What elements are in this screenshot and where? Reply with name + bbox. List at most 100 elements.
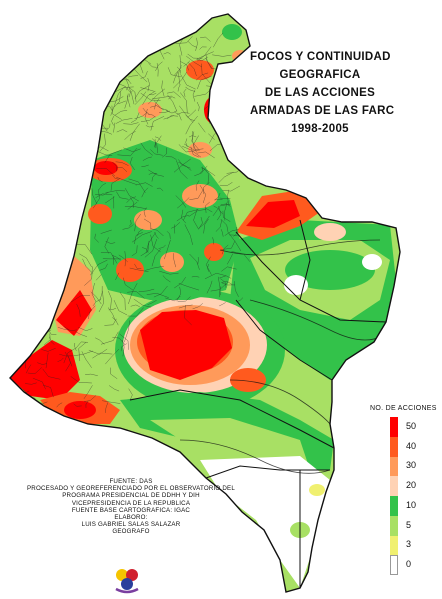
- municipal-boundary-segment: [115, 118, 133, 124]
- municipal-boundary-segment: [176, 215, 189, 222]
- municipal-boundary-segment: [130, 304, 140, 307]
- municipal-boundary-segment: [121, 35, 134, 51]
- municipal-boundary-segment: [219, 197, 231, 199]
- municipal-boundary-segment: [222, 210, 231, 222]
- municipal-boundary-segment: [119, 333, 129, 350]
- municipal-boundary-segment: [221, 280, 233, 285]
- municipal-boundary-segment: [186, 55, 202, 68]
- municipal-boundary-segment: [127, 95, 131, 108]
- municipal-boundary-segment: [173, 253, 176, 268]
- municipal-boundary-segment: [105, 196, 115, 204]
- zone-east-white-2: [362, 254, 382, 270]
- municipal-boundary-segment: [102, 400, 121, 404]
- river-line: [179, 439, 331, 474]
- border-guaviare: [235, 299, 333, 381]
- legend-swatch: [390, 456, 398, 477]
- municipal-boundary-segment: [113, 300, 128, 316]
- municipal-boundary-segment: [124, 320, 131, 343]
- municipal-boundary-segment: [29, 333, 35, 341]
- municipal-boundary-segment: [196, 101, 200, 112]
- municipal-boundary-segment: [117, 52, 122, 62]
- municipal-boundary-segment: [126, 47, 139, 54]
- legend-label: 10: [406, 499, 417, 510]
- municipal-boundary-segment: [27, 296, 42, 309]
- municipal-boundary-segment: [144, 108, 149, 125]
- municipal-boundary-segment: [108, 307, 117, 311]
- municipal-boundary-segment: [187, 61, 197, 77]
- municipal-boundary-segment: [152, 95, 172, 99]
- municipal-boundary-segment: [57, 357, 64, 362]
- municipal-boundary-segment: [99, 133, 106, 152]
- municipal-boundary-segment: [111, 254, 121, 261]
- municipal-boundary-segment: [196, 56, 208, 61]
- municipal-boundary-segment: [32, 378, 46, 390]
- municipal-boundary-segment: [82, 258, 94, 274]
- municipal-boundary-segment: [195, 72, 209, 81]
- municipal-boundary-segment: [78, 341, 87, 361]
- municipal-boundary-segment: [116, 191, 129, 200]
- credit-line: ELABORO:: [114, 514, 148, 522]
- municipal-boundary-segment: [141, 187, 149, 198]
- municipal-boundary-segment: [111, 116, 114, 126]
- title-line: 1998-2005: [291, 123, 349, 135]
- municipal-boundary-segment: [178, 304, 193, 309]
- municipal-boundary-segment: [219, 302, 226, 307]
- municipal-boundary-segment: [150, 105, 164, 111]
- municipal-boundary-segment: [115, 272, 120, 280]
- municipal-boundary-segment: [154, 139, 156, 148]
- municipal-boundary-segment: [127, 201, 138, 210]
- municipal-boundary-segment: [85, 400, 89, 408]
- municipal-boundary-segment: [195, 180, 200, 191]
- municipal-boundary-segment: [206, 280, 213, 294]
- municipal-boundary-segment: [212, 54, 232, 57]
- municipal-boundary-segment: [125, 188, 139, 202]
- municipal-boundary-segment: [100, 252, 118, 264]
- legend-color-bar: [390, 417, 398, 575]
- legend-label: 50: [406, 420, 417, 431]
- zone-tolima-orange: [116, 258, 144, 282]
- municipal-boundary-segment: [155, 61, 163, 71]
- municipal-boundary-segment: [25, 402, 42, 414]
- zone-antioquia-red: [94, 161, 118, 175]
- municipal-boundary-segment: [205, 256, 212, 275]
- legend-swatch: [390, 417, 398, 437]
- municipal-boundary-segment: [134, 85, 150, 99]
- municipal-boundary-segment: [25, 382, 37, 385]
- municipal-boundary-segment: [220, 278, 227, 288]
- municipal-boundary-segment: [195, 37, 198, 51]
- municipal-boundary-segment: [131, 231, 152, 243]
- municipal-boundary-segment: [104, 237, 110, 254]
- municipal-boundary-segment: [226, 123, 234, 133]
- municipal-boundary-segment: [203, 182, 210, 195]
- municipal-boundary-segment: [203, 167, 210, 185]
- municipal-boundary-segment: [191, 131, 200, 151]
- municipal-boundary-segment: [151, 173, 157, 182]
- municipal-boundary-segment: [26, 364, 32, 374]
- zone-center-east-orange: [230, 368, 266, 392]
- municipal-boundary-segment: [210, 281, 229, 292]
- legend-title: NO. DE ACCIONES: [370, 405, 437, 412]
- municipal-boundary-segment: [200, 36, 211, 42]
- municipal-boundary-segment: [187, 109, 197, 118]
- credit-line: VICEPRESIDENCIA DE LA REPUBLICA: [71, 499, 191, 507]
- municipal-boundary-segment: [110, 178, 121, 191]
- municipal-boundary-segment: [122, 53, 141, 67]
- municipal-boundary-segment: [220, 219, 229, 232]
- municipal-boundary-segment: [119, 292, 126, 311]
- municipal-boundary-segment: [174, 112, 182, 121]
- municipal-boundary-segment: [113, 91, 121, 108]
- municipal-boundary-segment: [134, 91, 147, 105]
- municipal-boundary-segment: [219, 286, 222, 298]
- river-line: [219, 239, 381, 256]
- municipal-boundary-segment: [124, 131, 136, 140]
- municipal-boundary-segment: [164, 239, 171, 260]
- municipal-boundary-segment: [227, 189, 230, 206]
- municipal-boundary-segment: [190, 146, 200, 158]
- municipal-boundary-segment: [112, 161, 118, 172]
- municipal-boundary-segment: [166, 115, 178, 120]
- municipal-boundary-segment: [63, 348, 76, 364]
- municipal-boundary-segment: [76, 112, 92, 128]
- municipal-boundary-segment: [221, 240, 236, 250]
- municipal-boundary-segment: [229, 234, 238, 236]
- municipal-boundary-segment: [128, 90, 133, 98]
